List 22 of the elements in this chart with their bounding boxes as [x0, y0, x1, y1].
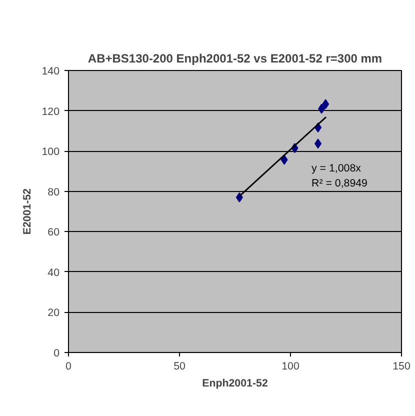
y-tick-label: 120: [42, 106, 60, 118]
y-tick-label: 0: [54, 348, 60, 360]
x-tick-label: 150: [392, 360, 410, 372]
point: [318, 104, 326, 114]
point: [236, 192, 243, 202]
y-tick-label: 20: [48, 307, 60, 320]
point: [280, 154, 288, 165]
x-tick-label: 0: [66, 360, 72, 372]
x-axis-title: Enph2001-52: [202, 378, 268, 390]
y-tick-label: 100: [42, 146, 60, 158]
chart-title: AB+BS130-200 Enph2001-52 vs E2001-52 r=300 mm: [88, 52, 382, 66]
annotation: y = 1,008x: [312, 162, 362, 174]
y-tick-label: 40: [48, 266, 60, 279]
point: [322, 99, 330, 110]
y-axis-title: E2001-52: [22, 188, 34, 235]
annotation: R² = 0,8949: [312, 178, 368, 190]
x-tick-label: 50: [174, 360, 186, 372]
y-tick-label: 140: [42, 66, 60, 78]
y-tick-label: 80: [48, 186, 60, 198]
x-tick-label: 100: [282, 360, 300, 372]
y-tick-label: 60: [48, 226, 60, 239]
point: [314, 138, 322, 149]
